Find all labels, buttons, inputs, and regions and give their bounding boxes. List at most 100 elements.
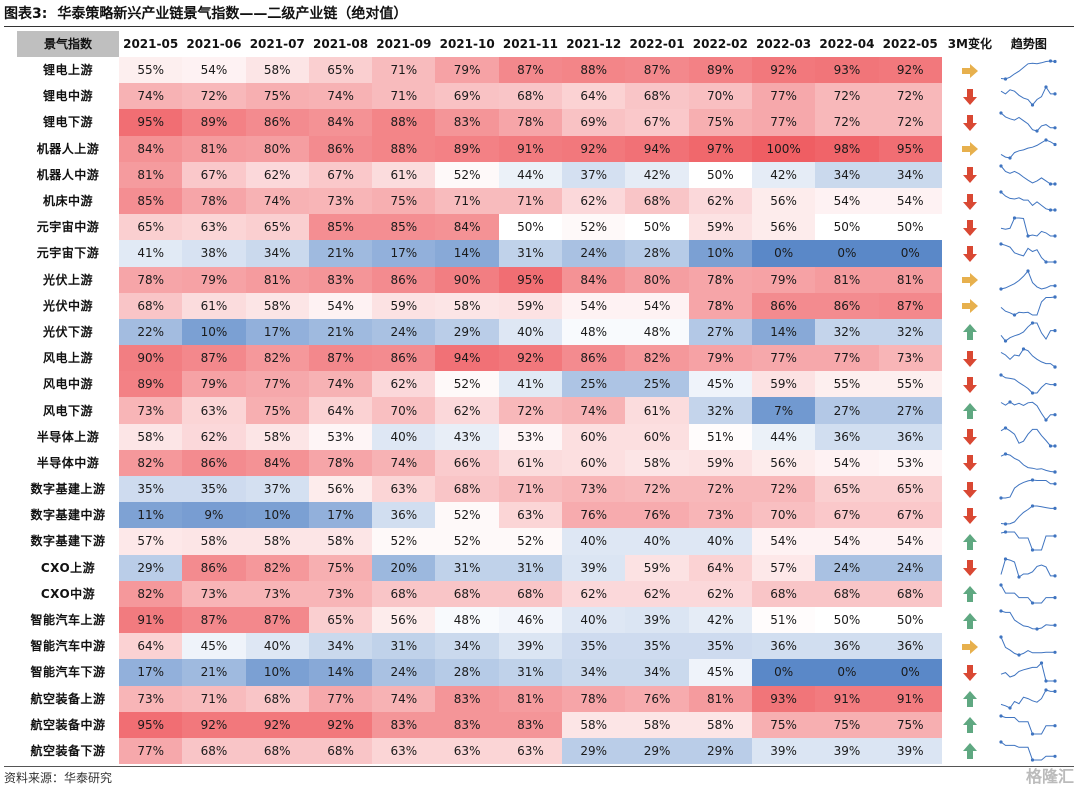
row-label: 智能汽车下游: [30, 665, 106, 680]
heat-cell: 73%: [182, 580, 246, 607]
trend-cell: [997, 318, 1060, 346]
arrow-up-icon: [962, 533, 977, 550]
heat-cell: 87%: [498, 57, 563, 84]
heat-cell: 84%: [435, 214, 499, 241]
trend-cell: [997, 633, 1060, 660]
heat-cell: 71%: [372, 83, 436, 110]
heat-cell: 80%: [625, 266, 689, 293]
header-3m-change: 3M变化: [941, 31, 998, 57]
trend-point: [1053, 383, 1057, 387]
heat-cell: 63%: [182, 397, 246, 424]
trend-sparkline: [999, 714, 1057, 736]
trend-point: [1030, 391, 1034, 395]
arrow-down-icon: [962, 245, 977, 262]
trend-point: [999, 373, 1003, 377]
trend-point: [1017, 653, 1021, 657]
row-label: 半导体中游: [36, 455, 100, 470]
arrow-flat-icon: [961, 299, 978, 314]
heat-cell: 79%: [182, 371, 246, 398]
heat-cell: 58%: [245, 57, 309, 84]
heat-cell: 78%: [308, 449, 373, 476]
heat-cell: 67%: [878, 502, 942, 529]
heat-cell: 76%: [562, 502, 626, 529]
heat-cell: 63%: [435, 737, 499, 765]
trend-point: [1030, 601, 1034, 605]
trend-line: [1000, 322, 1055, 342]
heat-cell: 48%: [435, 606, 499, 634]
heat-cell: 22%: [119, 318, 183, 346]
trend-point: [1012, 313, 1016, 317]
heat-cell: 43%: [435, 423, 499, 450]
heat-cell: 17%: [372, 240, 436, 267]
heat-cell: 36%: [751, 633, 816, 660]
trend-line: [1000, 60, 1055, 80]
heat-cell: 59%: [625, 554, 689, 581]
heat-cell: 78%: [119, 266, 183, 293]
trend-sparkline: [999, 190, 1057, 212]
heat-cell: 37%: [245, 476, 309, 503]
heat-cell: 53%: [878, 449, 942, 476]
trend-point: [1030, 548, 1034, 553]
trend-point: [999, 583, 1003, 587]
heat-cell: 17%: [119, 659, 183, 686]
arrow-up-icon: [962, 743, 977, 760]
row-label: 智能汽车上游: [30, 613, 106, 628]
heat-cell: 34%: [815, 161, 879, 188]
trend-point: [1053, 623, 1057, 627]
arrow-up-icon: [962, 691, 977, 708]
trend-sparkline: [1000, 216, 1057, 238]
heat-cell: 0%: [751, 659, 816, 686]
trend-point: [1048, 444, 1052, 448]
trend-point: [999, 609, 1003, 613]
heat-cell: 62%: [182, 423, 246, 450]
row-label: 锂电下游: [42, 115, 93, 130]
arrow-up-icon: [962, 586, 977, 603]
heat-cell: 65%: [308, 57, 373, 84]
trend-point: [1030, 504, 1034, 508]
heat-cell: 81%: [498, 685, 563, 712]
header-month: 2022-01: [625, 31, 689, 57]
trend-point: [1003, 530, 1007, 535]
figure-title-text: 华泰策略新兴产业链景气指数——二级产业链（绝对值）: [57, 6, 408, 22]
trend-cell: [997, 423, 1060, 450]
row-label: 数字基建上游: [30, 482, 106, 497]
trend-point: [1003, 426, 1007, 430]
trend-line: [1000, 558, 1055, 578]
heat-cell: 54%: [878, 528, 942, 555]
heat-cell: 75%: [245, 397, 309, 424]
heat-cell: 83%: [435, 109, 499, 136]
table-row: 锂电上游 55% 54% 58% 65% 71% 79% 87% 88% 87% 89% 92% 93%…: [17, 57, 1060, 84]
trend-point: [999, 286, 1003, 291]
heat-cell: 72%: [878, 109, 942, 136]
heat-cell: 81%: [878, 266, 942, 293]
heat-cell: 68%: [815, 580, 879, 607]
trend-point: [1008, 156, 1012, 160]
heat-cell: 76%: [625, 685, 689, 712]
heat-cell: 10%: [245, 502, 309, 529]
trend-line: [1000, 217, 1055, 237]
heat-cell: 63%: [498, 737, 563, 765]
heat-cell: 88%: [372, 109, 436, 136]
heat-cell: 31%: [498, 659, 563, 686]
heat-cell: 35%: [119, 476, 183, 503]
heat-cell: 84%: [245, 449, 309, 476]
table-row: 机器人上游 84% 81% 80% 86% 88% 89% 91% 92% 94% 97% 100% 9…: [17, 135, 1060, 162]
trend-point: [1003, 77, 1007, 81]
change-arrow: [941, 318, 998, 346]
trend-point: [1003, 522, 1007, 526]
arrow-down-icon: [962, 507, 977, 524]
heat-cell: 48%: [562, 318, 626, 346]
trend-sparkline: [1000, 85, 1057, 107]
trend-sparkline: [1000, 426, 1057, 448]
heat-cell: 73%: [688, 502, 752, 529]
heat-cell: 50%: [688, 161, 752, 188]
row-label: 数字基建下游: [30, 534, 106, 549]
heat-cell: 14%: [435, 240, 499, 267]
heat-cell: 0%: [751, 240, 816, 267]
heat-cell: 87%: [878, 292, 942, 319]
table-row: 风电上游 90% 87% 82% 87% 86% 94% 92% 86% 82% 79% 77% 77%…: [17, 345, 1060, 372]
heat-cell: 78%: [688, 266, 752, 293]
heatmap-body: 锂电上游 55% 54% 58% 65% 71% 79% 87% 88% 87% 89% 92% 93%…: [17, 57, 1060, 765]
heat-cell: 46%: [498, 606, 563, 634]
heat-cell: 36%: [815, 633, 879, 660]
